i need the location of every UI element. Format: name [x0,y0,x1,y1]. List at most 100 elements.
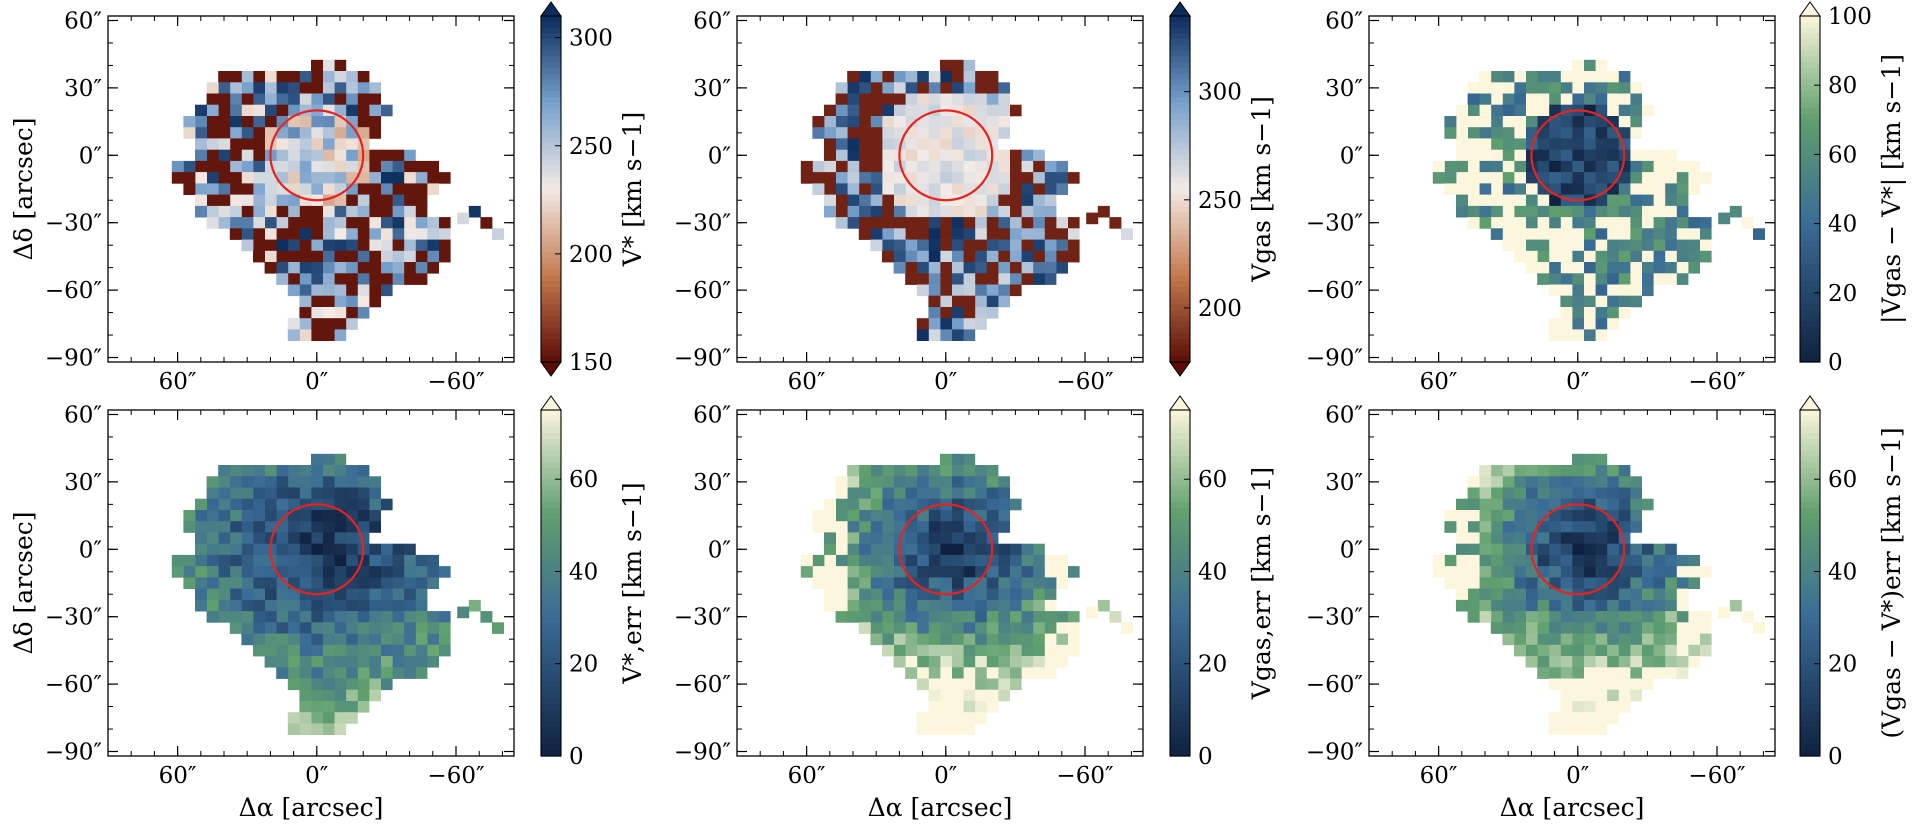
panel-bottom-left: 60″ 0″ −60″60″30″0″−30″−60″−90″Δδ [arcsec]… [9,395,647,822]
heatmap-cell [1021,250,1034,263]
beam-circle [269,503,365,596]
heatmap-cell [916,116,929,128]
heatmap-cell [1618,566,1631,578]
heatmap-cell [1467,93,1480,106]
heatmap-cell [264,217,277,229]
colorbar-tick-label: 20 [1828,281,1857,307]
heatmap-cell [1479,172,1492,184]
colorbar-segment [1170,44,1190,52]
heatmap-cell [1467,127,1480,139]
heatmap-cell [1699,239,1712,252]
heatmap-cell [1560,194,1573,207]
heatmap-cell [1595,59,1608,72]
heatmap-cell [1572,59,1584,72]
heatmap-cell [1641,577,1654,589]
heatmap-cell [951,723,964,735]
heatmap-cell [974,217,987,229]
heatmap-cell [974,295,987,308]
heatmap-cell [345,476,358,488]
heatmap-cell [963,318,976,330]
heatmap-cell [1653,577,1666,589]
heatmap-cell [893,104,906,117]
heatmap-cell [1490,82,1503,94]
colorbar-segment [1170,344,1190,352]
heatmap-cell [195,588,207,601]
colorbar-segment [1170,79,1190,86]
heatmap-cell [264,82,277,94]
heatmap-cell [1456,172,1468,184]
heatmap-cell [299,667,312,679]
heatmap-cell [835,554,848,567]
heatmap-cell [345,149,358,162]
colorbar-tick-label: 250 [569,134,613,160]
heatmap-cell [858,566,871,578]
heatmap-cell [1572,554,1584,567]
colorbar-tick-label: 250 [1198,188,1242,214]
heatmap-cell [1606,228,1619,240]
heatmap-cell [392,250,405,263]
heatmap-cell [1514,577,1526,589]
heatmap-cell [940,644,952,657]
heatmap-cell [369,194,381,207]
colorbar-segment [541,410,561,417]
heatmap-cell [1502,599,1515,612]
heatmap-cell [1688,239,1700,252]
heatmap-cell [322,701,335,713]
heatmap-cell [1537,71,1550,83]
heatmap-cell [229,599,242,612]
heatmap-cell [1630,678,1642,691]
heatmap-cell [241,205,254,218]
heatmap-cell [928,217,941,229]
heatmap-cell [835,104,848,117]
heatmap-cell [1618,160,1631,173]
heatmap-cell [800,172,813,184]
heatmap-cell [1548,217,1561,229]
heatmap-cell [951,228,964,240]
heatmap-cell [882,554,894,567]
heatmap-cell [299,172,312,184]
heatmap-cell [1032,644,1045,657]
heatmap-cell [427,566,439,578]
heatmap-cell [322,633,335,646]
colorbar-segment [1800,67,1820,75]
heatmap-cell [287,228,300,240]
heatmap-cell [905,160,918,173]
heatmap-cell [311,712,323,724]
heatmap-cell [963,611,976,623]
colorbar-segment [1170,669,1190,676]
heatmap-cell [963,532,976,544]
heatmap-cell [1044,183,1057,195]
heatmap-cell [403,577,416,589]
heatmap-cell [322,521,335,533]
colorbar-segment [1170,548,1190,555]
colorbar-segment [541,344,561,352]
colorbar-segment [541,258,561,265]
heatmap-cell [835,149,848,162]
heatmap-cell [974,318,987,330]
heatmap-cell [345,701,358,713]
colorbar-segment [1170,292,1190,300]
heatmap-cell [1595,622,1608,634]
colorbar-segment [1800,263,1820,271]
heatmap-cell [870,93,883,106]
heatmap-cell [1021,217,1034,229]
colorbar-segment [541,62,561,69]
heatmap-cell [870,611,883,623]
heatmap-cell [241,465,254,477]
colorbar-segment [541,102,561,109]
heatmap-cell [974,712,987,724]
heatmap-cell [1606,498,1619,511]
heatmap-cell [229,82,242,94]
heatmap-cell [951,712,964,724]
heatmap-cell [345,205,358,218]
heatmap-cell [1606,318,1619,330]
heatmap-cell [1067,644,1080,657]
heatmap-cell [1456,532,1468,544]
colorbar-segment [1170,27,1190,34]
heatmap-cell [1502,476,1515,488]
heatmap-cell [380,498,393,511]
heatmap-cell [322,104,335,117]
heatmap-cell [928,689,941,702]
colorbar-segment [1170,421,1190,428]
heatmap-cell [1514,194,1526,207]
